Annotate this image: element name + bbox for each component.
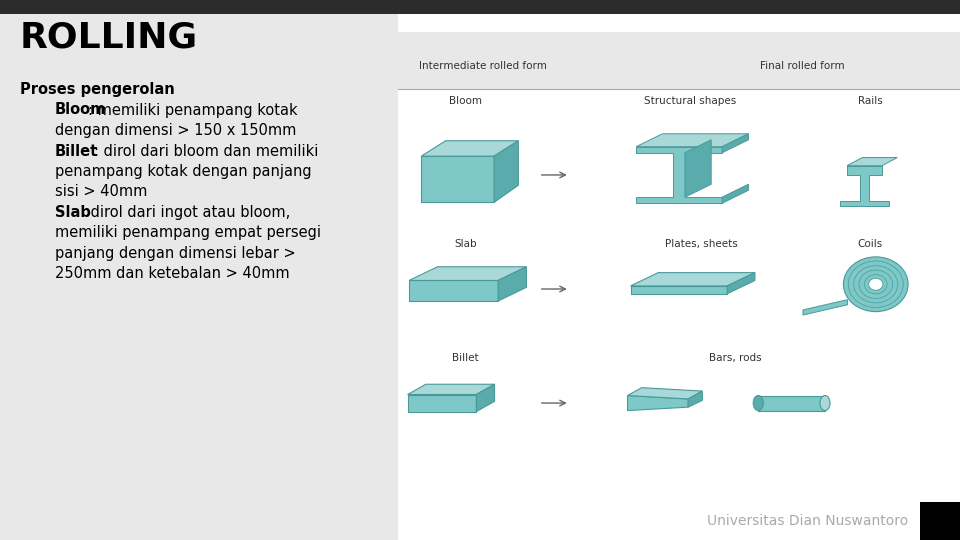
Text: Slab: Slab [454,239,477,249]
Text: Coils: Coils [857,239,883,249]
Text: Universitas Dian Nuswantoro: Universitas Dian Nuswantoro [707,514,908,528]
Text: Slab: Slab [55,205,91,220]
Polygon shape [722,134,749,153]
Polygon shape [476,384,494,411]
Text: sisi > 40mm: sisi > 40mm [55,185,148,199]
Polygon shape [421,141,518,156]
Ellipse shape [844,257,908,312]
Polygon shape [722,184,749,203]
Polygon shape [408,384,494,395]
Polygon shape [728,273,755,294]
Polygon shape [684,140,711,197]
Bar [920,502,960,540]
Polygon shape [409,280,498,301]
Polygon shape [409,267,526,280]
Polygon shape [636,147,722,203]
Text: Final rolled form: Final rolled form [760,60,845,71]
Polygon shape [688,391,703,407]
Polygon shape [628,395,688,410]
Text: memiliki penampang empat persegi: memiliki penampang empat persegi [55,226,321,240]
Text: Bloom: Bloom [55,103,107,118]
Text: Structural shapes: Structural shapes [644,96,736,106]
Polygon shape [498,267,526,301]
Polygon shape [494,141,518,202]
Text: Proses pengerolan: Proses pengerolan [20,82,175,97]
Polygon shape [758,395,825,410]
Ellipse shape [754,395,763,410]
Text: panjang dengan dimensi lebar >: panjang dengan dimensi lebar > [55,246,296,261]
Text: 250mm dan ketebalan > 40mm: 250mm dan ketebalan > 40mm [55,267,290,281]
Polygon shape [421,156,494,202]
Text: Billet: Billet [452,353,479,363]
Text: Intermediate rolled form: Intermediate rolled form [419,60,546,71]
Polygon shape [631,286,728,294]
Polygon shape [840,166,889,206]
Text: dengan dimensi > 150 x 150mm: dengan dimensi > 150 x 150mm [55,123,297,138]
Text: : dirol dari ingot atau bloom,: : dirol dari ingot atau bloom, [81,205,290,220]
Bar [0,0,960,14]
Text: ROLLING: ROLLING [20,21,198,55]
Bar [398,14,960,540]
Polygon shape [847,158,898,166]
Polygon shape [408,395,476,411]
Polygon shape [628,388,703,399]
Polygon shape [631,273,755,286]
Text: Bloom: Bloom [449,96,482,106]
Text: Plates, sheets: Plates, sheets [665,239,738,249]
Text: Rails: Rails [858,96,882,106]
Ellipse shape [869,278,883,291]
Text: Billet: Billet [55,144,98,159]
Polygon shape [636,134,749,147]
Ellipse shape [820,395,830,410]
Text: : dirol dari bloom dan memiliki: : dirol dari bloom dan memiliki [94,144,319,159]
Text: : memiliki penampang kotak: : memiliki penampang kotak [87,103,298,118]
Bar [398,32,960,90]
Polygon shape [803,300,848,315]
Text: Bars, rods: Bars, rods [709,353,761,363]
Text: penampang kotak dengan panjang: penampang kotak dengan panjang [55,164,312,179]
